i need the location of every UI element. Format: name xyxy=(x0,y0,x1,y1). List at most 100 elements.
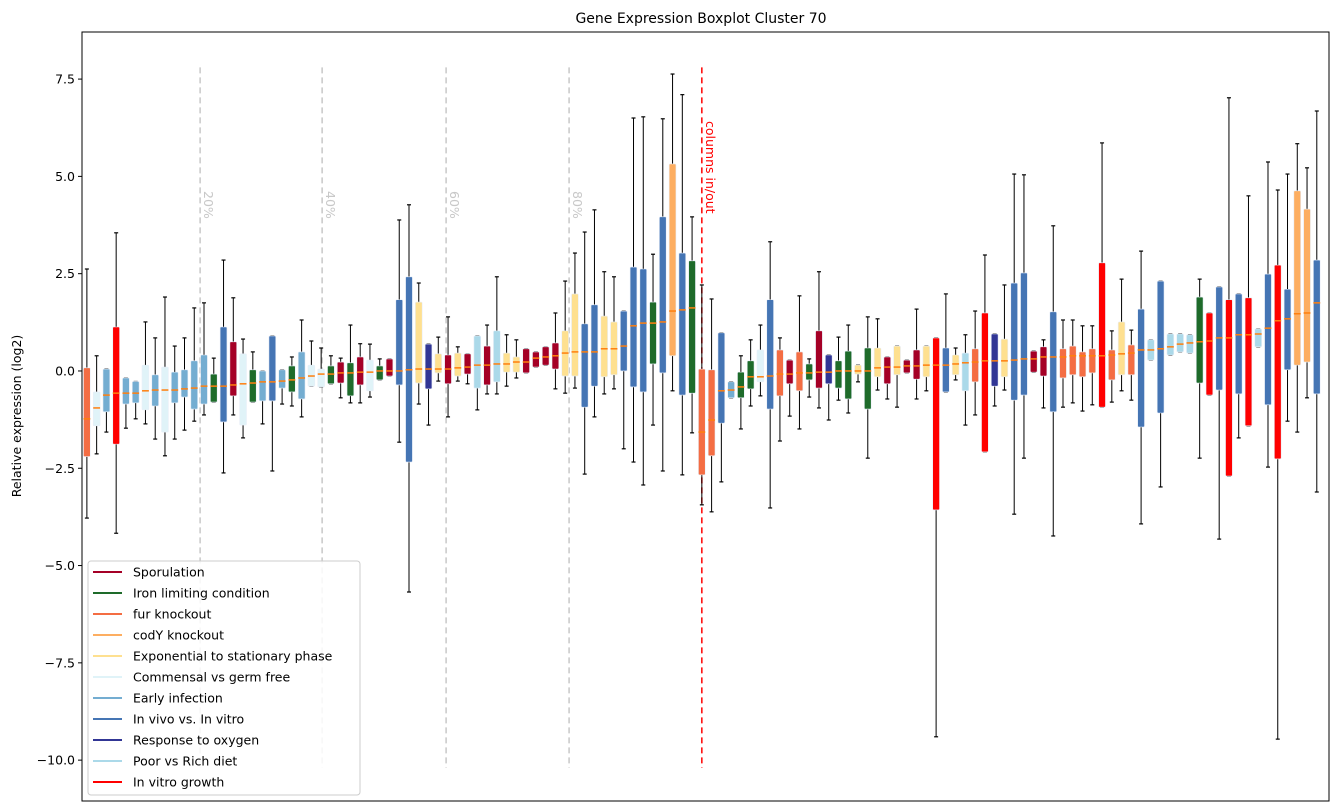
box-116 xyxy=(1205,312,1214,396)
box-40 xyxy=(463,353,472,385)
box-body xyxy=(981,312,989,453)
box-43 xyxy=(493,276,501,395)
reference-line-label: 60% xyxy=(447,191,462,219)
box-51 xyxy=(571,252,579,389)
box-105 xyxy=(1098,142,1106,408)
box-127 xyxy=(1313,110,1321,493)
box-99 xyxy=(1039,339,1048,409)
box-37 xyxy=(434,336,443,382)
box-12 xyxy=(190,307,198,422)
legend-label: In vitro growth xyxy=(133,775,224,790)
box-55 xyxy=(610,276,618,390)
box-29 xyxy=(356,343,364,404)
box-80 xyxy=(854,364,862,383)
box-body xyxy=(951,354,960,376)
box-57 xyxy=(629,117,638,463)
box-body xyxy=(1234,293,1243,395)
box-body xyxy=(102,368,111,413)
y-tick-label: −10.0 xyxy=(37,753,75,768)
box-20 xyxy=(268,335,277,472)
box-97 xyxy=(1020,174,1028,459)
box-body xyxy=(961,352,970,392)
box-79 xyxy=(844,324,852,414)
box-89 xyxy=(942,293,950,393)
box-120 xyxy=(1244,195,1253,427)
legend-label: Response to oxygen xyxy=(133,733,259,748)
box-82 xyxy=(873,318,882,391)
box-119 xyxy=(1234,293,1243,439)
box-36 xyxy=(424,343,433,426)
box-body xyxy=(707,369,716,457)
box-body xyxy=(1000,338,1009,378)
box-10 xyxy=(171,345,179,440)
box-124 xyxy=(1283,173,1292,422)
box-body xyxy=(385,358,394,377)
box-body xyxy=(1127,344,1136,376)
box-6 xyxy=(131,380,140,420)
box-19 xyxy=(258,370,267,425)
box-42 xyxy=(483,324,491,395)
box-117 xyxy=(1215,286,1223,540)
box-body xyxy=(590,304,599,387)
box-body xyxy=(1303,208,1311,363)
box-body xyxy=(278,369,286,389)
box-95 xyxy=(1000,284,1009,391)
box-body xyxy=(297,351,306,400)
box-body xyxy=(229,341,238,397)
box-body xyxy=(1117,321,1126,376)
box-body xyxy=(1264,273,1272,406)
box-body xyxy=(1137,308,1145,428)
box-94 xyxy=(990,333,999,407)
box-body xyxy=(415,301,423,384)
box-107 xyxy=(1117,278,1126,392)
box-body xyxy=(171,371,179,404)
box-body xyxy=(1156,280,1165,414)
box-body xyxy=(698,368,706,476)
box-71 xyxy=(766,241,774,509)
box-body xyxy=(502,352,511,373)
box-88 xyxy=(932,337,940,738)
box-11 xyxy=(180,337,189,431)
box-body xyxy=(1313,259,1321,395)
box-body xyxy=(83,367,91,457)
reference-line-label: 20% xyxy=(201,191,216,219)
box-62 xyxy=(678,94,687,476)
plot-frame xyxy=(81,31,1330,802)
box-body xyxy=(376,365,384,381)
box-body xyxy=(844,350,852,400)
box-body xyxy=(1205,312,1214,396)
box-30 xyxy=(366,343,374,398)
box-body xyxy=(932,337,940,511)
box-body xyxy=(805,363,813,381)
box-78 xyxy=(834,336,843,401)
box-body xyxy=(971,348,979,383)
box-110 xyxy=(1147,339,1155,361)
box-56 xyxy=(620,310,628,450)
box-25 xyxy=(317,347,325,388)
box-72 xyxy=(776,337,784,442)
box-body xyxy=(327,365,335,385)
box-body xyxy=(600,315,608,378)
y-tick-label: 2.5 xyxy=(55,266,75,281)
box-body xyxy=(776,349,784,397)
box-body xyxy=(864,347,872,410)
box-1 xyxy=(83,268,91,519)
box-86 xyxy=(912,308,921,400)
box-body xyxy=(424,343,433,390)
legend: Sporulation Iron limiting condition fur kn… xyxy=(87,560,361,796)
box-22 xyxy=(288,356,296,407)
box-body xyxy=(141,364,150,411)
box-body xyxy=(785,359,794,385)
box-body xyxy=(1078,351,1087,378)
box-body xyxy=(580,323,589,408)
box-body xyxy=(737,371,745,399)
box-74 xyxy=(795,295,804,430)
box-body xyxy=(873,347,882,378)
box-52 xyxy=(580,231,589,475)
box-body xyxy=(131,381,140,404)
box-54 xyxy=(600,271,608,395)
box-68 xyxy=(737,355,745,430)
box-39 xyxy=(454,346,462,382)
box-85 xyxy=(903,359,911,374)
box-81 xyxy=(864,316,872,459)
